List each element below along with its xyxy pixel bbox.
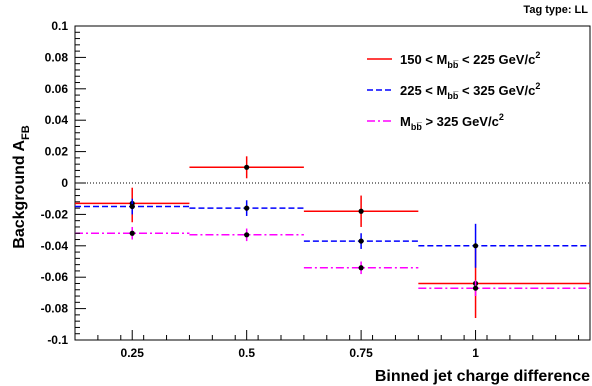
series-1 xyxy=(75,156,590,319)
data-point xyxy=(129,203,135,210)
data-point xyxy=(244,205,250,211)
y-axis-label: Background AFB xyxy=(11,125,32,248)
data-point xyxy=(472,243,479,249)
y-tick-label: 0.02 xyxy=(45,145,69,159)
legend-label: 150 < Mbb̅ < 225 GeV/c2 xyxy=(400,50,540,70)
y-tick-label: -0.08 xyxy=(41,302,69,316)
y-tick-label: 0.1 xyxy=(51,19,68,33)
y-tick-label: -0.02 xyxy=(41,207,69,221)
y-tick-label: 0.06 xyxy=(45,82,69,96)
x-tick-label: 0.5 xyxy=(238,346,255,360)
x-tick-label: 1 xyxy=(472,346,479,360)
plot-frame xyxy=(74,25,591,341)
y-tick-label: 0 xyxy=(61,176,68,190)
y-tick-label: -0.06 xyxy=(41,270,69,284)
series-2 xyxy=(75,198,590,268)
x-tick-label: 0.25 xyxy=(121,346,145,360)
y-axis-label-sub: FB xyxy=(20,125,32,140)
data-point xyxy=(129,230,135,236)
series-3 xyxy=(75,226,590,297)
data-point xyxy=(244,164,250,170)
y-tick-label: 0.08 xyxy=(45,50,69,64)
data-point xyxy=(358,208,364,214)
y-tick-label: -0.04 xyxy=(41,239,69,253)
data-point xyxy=(472,285,479,291)
x-tick-label: 0.75 xyxy=(349,346,373,360)
legend-label: 225 < Mbb̅ < 325 GeV/c2 xyxy=(400,81,540,101)
y-tick-label: -0.1 xyxy=(47,333,68,347)
tag-label: Tag type: LL xyxy=(523,4,588,16)
legend-label: Mbb̅ > 325 GeV/c2 xyxy=(400,112,504,132)
y-axis-label-main: Background A xyxy=(11,140,28,249)
data-point xyxy=(358,265,364,271)
data-point xyxy=(244,232,250,238)
y-tick-label: 0.04 xyxy=(45,113,69,127)
x-axis-label: Binned jet charge difference xyxy=(375,368,590,385)
data-point xyxy=(358,238,364,244)
